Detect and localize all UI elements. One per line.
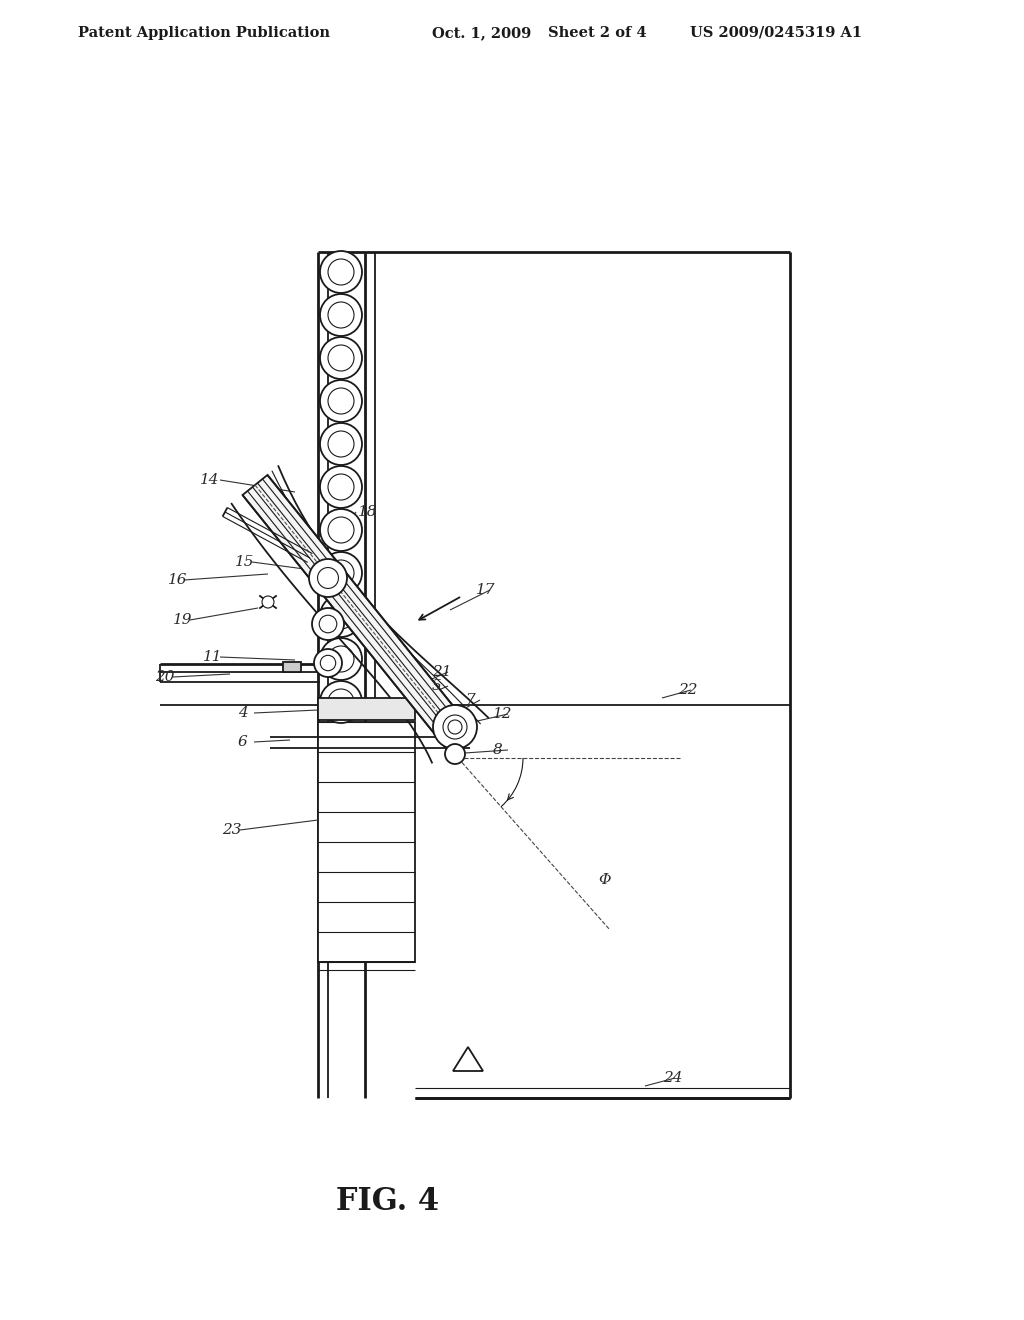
Circle shape — [262, 597, 274, 609]
Circle shape — [319, 510, 362, 550]
Text: 16: 16 — [168, 573, 187, 587]
Circle shape — [319, 422, 362, 465]
Circle shape — [319, 615, 337, 632]
Polygon shape — [453, 1047, 483, 1071]
Circle shape — [328, 388, 354, 414]
Circle shape — [328, 689, 354, 715]
Circle shape — [328, 259, 354, 285]
Circle shape — [319, 380, 362, 422]
Text: 18: 18 — [358, 506, 378, 519]
Circle shape — [319, 552, 362, 594]
Text: 23: 23 — [222, 822, 242, 837]
Bar — [283, 663, 301, 672]
Circle shape — [449, 719, 462, 734]
Circle shape — [328, 345, 354, 371]
Circle shape — [314, 649, 342, 677]
Circle shape — [328, 517, 354, 543]
Bar — [318, 722, 415, 962]
Circle shape — [312, 609, 344, 640]
Text: Oct. 1, 2009: Oct. 1, 2009 — [432, 26, 531, 40]
Circle shape — [328, 474, 354, 500]
Text: 19: 19 — [173, 612, 193, 627]
Circle shape — [319, 251, 362, 293]
Text: FIG. 4: FIG. 4 — [337, 1187, 439, 1217]
Circle shape — [319, 466, 362, 508]
Circle shape — [319, 638, 362, 680]
Text: 24: 24 — [663, 1071, 683, 1085]
Circle shape — [328, 302, 354, 327]
Text: 8: 8 — [493, 743, 503, 756]
Text: 15: 15 — [234, 554, 255, 569]
Circle shape — [309, 558, 347, 597]
Text: Sheet 2 of 4: Sheet 2 of 4 — [548, 26, 646, 40]
Circle shape — [443, 715, 467, 739]
Circle shape — [328, 603, 354, 630]
Text: 21: 21 — [432, 665, 452, 678]
Text: 12: 12 — [493, 708, 512, 721]
Circle shape — [328, 560, 354, 586]
Bar — [318, 698, 415, 719]
Text: 4: 4 — [238, 706, 248, 719]
Circle shape — [319, 337, 362, 379]
Text: 20: 20 — [155, 671, 174, 684]
Text: 5: 5 — [432, 678, 441, 693]
Text: 11: 11 — [203, 649, 222, 664]
Circle shape — [319, 294, 362, 337]
Text: 22: 22 — [678, 682, 697, 697]
Circle shape — [328, 645, 354, 672]
Circle shape — [319, 681, 362, 723]
Text: Patent Application Publication: Patent Application Publication — [78, 26, 330, 40]
Circle shape — [319, 595, 362, 638]
Text: 14: 14 — [200, 473, 219, 487]
Circle shape — [321, 655, 336, 671]
Text: 6: 6 — [238, 735, 248, 748]
Text: 7: 7 — [465, 693, 475, 708]
Text: Φ: Φ — [598, 873, 610, 887]
Text: 17: 17 — [476, 583, 496, 597]
Circle shape — [445, 744, 465, 764]
Polygon shape — [243, 475, 472, 750]
Circle shape — [433, 705, 477, 748]
Circle shape — [317, 568, 339, 589]
Text: US 2009/0245319 A1: US 2009/0245319 A1 — [690, 26, 862, 40]
Circle shape — [328, 432, 354, 457]
